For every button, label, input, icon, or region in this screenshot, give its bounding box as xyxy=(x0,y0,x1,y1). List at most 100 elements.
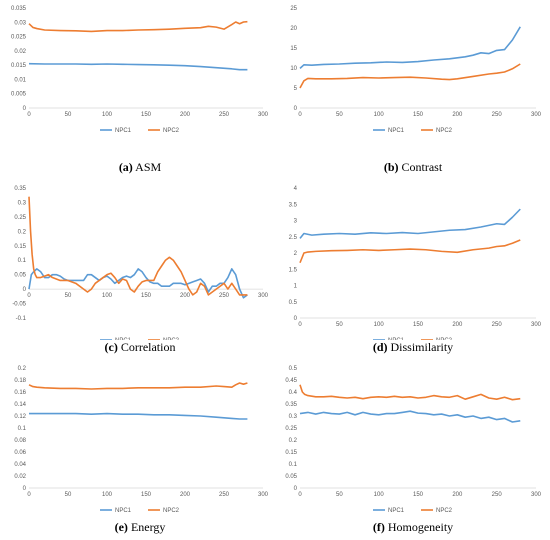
caption-title: Homogeneity xyxy=(387,520,454,534)
x-tick-label: 100 xyxy=(374,322,385,328)
x-tick-label: 50 xyxy=(65,112,72,118)
series-line-npc2 xyxy=(299,63,521,89)
y-tick-label: 0 xyxy=(294,316,298,322)
x-tick-label: 0 xyxy=(298,492,302,498)
caption-letter: (f) xyxy=(372,520,385,534)
figure-caption: (e) Energy xyxy=(5,520,275,535)
x-tick-label: 50 xyxy=(336,492,343,498)
series-line-npc1 xyxy=(299,208,521,239)
y-tick-label: 0.35 xyxy=(14,186,26,192)
caption-title: Correlation xyxy=(120,340,176,354)
y-tick-label: 0 xyxy=(23,287,27,293)
chart-panel-5: 0 0.05 0.1 0.15 0.2 0.25 0.3 0.35 0.4 0.45 0.5 0 50 1… xyxy=(278,360,548,538)
series-line-npc1 xyxy=(28,268,248,299)
x-tick-label: 100 xyxy=(102,492,113,498)
x-tick-label: 300 xyxy=(531,322,542,328)
figure-caption: (c) Correlation xyxy=(5,340,275,355)
x-tick-label: 150 xyxy=(413,322,424,328)
x-tick-label: 0 xyxy=(27,293,31,299)
caption-letter: (e) xyxy=(114,520,128,534)
y-tick-label: 0 xyxy=(23,106,27,112)
caption-letter: (a) xyxy=(118,160,133,174)
y-tick-label: 0.16 xyxy=(14,390,26,396)
y-tick-label: 0.2 xyxy=(289,438,298,444)
x-tick-label: 150 xyxy=(141,293,152,299)
y-tick-label: 0.035 xyxy=(11,6,27,12)
y-tick-label: 0.25 xyxy=(14,215,26,221)
series-line-npc2 xyxy=(28,196,248,296)
chart-panel-0: 0 0.005 0.01 0.015 0.02 0.025 0.03 0.035 0 50 100 1… xyxy=(5,0,275,178)
x-tick-label: 150 xyxy=(141,492,152,498)
x-tick-label: 150 xyxy=(413,492,424,498)
x-tick-label: 100 xyxy=(374,492,385,498)
x-tick-label: 50 xyxy=(336,112,343,118)
y-tick-label: 0.35 xyxy=(285,402,297,408)
caption-title: Dissimilarity xyxy=(390,340,454,354)
x-tick-label: 0 xyxy=(27,492,31,498)
y-tick-label: 0.18 xyxy=(14,378,26,384)
x-tick-label: 300 xyxy=(531,112,542,118)
y-tick-label: 0.15 xyxy=(285,450,297,456)
x-tick-label: 250 xyxy=(492,492,503,498)
series-line-npc1 xyxy=(29,412,248,420)
y-tick-label: 0.15 xyxy=(14,244,26,250)
y-tick-label: 20 xyxy=(290,26,297,32)
legend-label-npc2: NPC2 xyxy=(163,338,180,340)
figure-caption: (b) Contrast xyxy=(278,160,548,175)
caption-letter: (d) xyxy=(372,340,388,354)
y-tick-label: 0.08 xyxy=(14,438,26,444)
y-tick-label: -0.1 xyxy=(16,316,27,322)
y-tick-label: 0 xyxy=(23,486,27,492)
x-tick-label: 300 xyxy=(258,112,269,118)
caption-title: Energy xyxy=(130,520,166,534)
legend-label-npc2: NPC2 xyxy=(163,128,180,134)
legend-label-npc2: NPC2 xyxy=(436,508,453,514)
x-tick-label: 150 xyxy=(141,112,152,118)
legend-label-npc1: NPC1 xyxy=(388,128,405,134)
legend-label-npc1: NPC1 xyxy=(115,338,132,340)
x-tick-label: 200 xyxy=(452,322,463,328)
x-tick-label: 50 xyxy=(336,322,343,328)
y-tick-label: 0.3 xyxy=(289,414,298,420)
x-tick-label: 200 xyxy=(180,492,191,498)
series-line-npc1 xyxy=(28,62,248,71)
x-tick-label: 300 xyxy=(531,492,542,498)
y-tick-label: 0.12 xyxy=(14,414,26,420)
chart-panel-2: -0.1 -0.05 0 0.05 0.1 0.15 0.2 0.25 0.3 0.35 0 50 10… xyxy=(5,180,275,358)
series-line-npc2 xyxy=(28,382,248,390)
y-tick-label: 0.015 xyxy=(11,63,27,69)
chart-panel-4: 0 0.02 0.04 0.06 0.08 0.1 0.12 0.14 0.16 0.18 0.2 0… xyxy=(5,360,275,538)
x-tick-label: 250 xyxy=(219,293,230,299)
x-tick-label: 200 xyxy=(452,492,463,498)
x-tick-label: 50 xyxy=(65,492,72,498)
x-tick-label: 200 xyxy=(452,112,463,118)
y-tick-label: 0.2 xyxy=(18,229,27,235)
legend-label-npc1: NPC1 xyxy=(388,338,405,340)
y-tick-label: 0.1 xyxy=(289,462,298,468)
x-tick-label: 50 xyxy=(65,293,72,299)
y-tick-label: 0.03 xyxy=(14,20,26,26)
y-tick-label: 0.45 xyxy=(285,378,297,384)
chart-svg: 0 0.02 0.04 0.06 0.08 0.1 0.12 0.14 0.16 0.18 0.2 0… xyxy=(14,366,269,514)
x-tick-label: 250 xyxy=(219,492,230,498)
y-tick-label: -0.05 xyxy=(12,302,26,308)
x-tick-label: 250 xyxy=(219,112,230,118)
x-tick-label: 300 xyxy=(258,492,269,498)
x-tick-label: 150 xyxy=(413,112,424,118)
y-tick-label: 0.3 xyxy=(18,200,27,206)
x-tick-label: 0 xyxy=(298,322,302,328)
y-tick-label: 0 xyxy=(294,486,298,492)
x-tick-label: 250 xyxy=(492,112,503,118)
caption-title: Contrast xyxy=(401,160,443,174)
x-tick-label: 300 xyxy=(258,293,269,299)
legend-label-npc1: NPC1 xyxy=(388,508,405,514)
y-tick-label: 0.14 xyxy=(14,402,26,408)
y-tick-label: 0.2 xyxy=(18,366,27,372)
y-tick-label: 3.5 xyxy=(289,202,298,208)
y-tick-label: 0.02 xyxy=(14,474,26,480)
y-tick-label: 0.06 xyxy=(14,450,26,456)
caption-letter: (b) xyxy=(383,160,399,174)
series-line-npc2 xyxy=(299,239,521,264)
legend-label-npc2: NPC2 xyxy=(163,508,180,514)
